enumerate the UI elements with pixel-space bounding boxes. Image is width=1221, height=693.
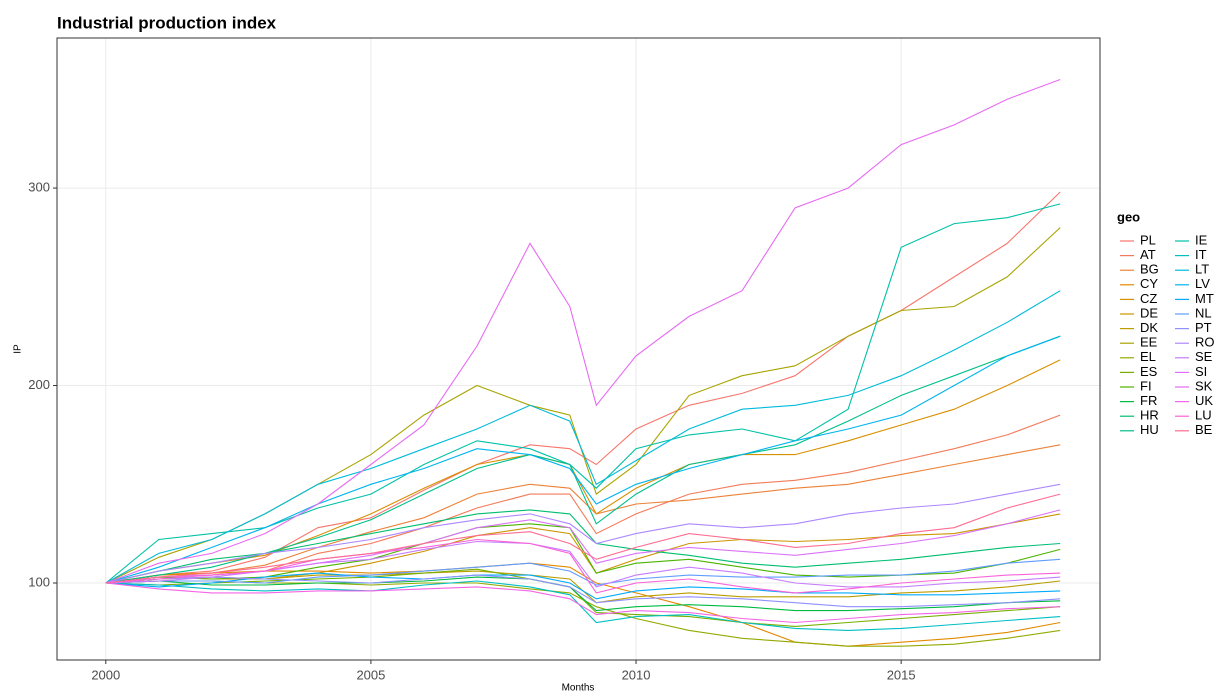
legend-label: PT <box>1195 320 1212 335</box>
x-tick-label: 2010 <box>622 667 651 682</box>
series-line <box>105 335 1061 584</box>
series-line <box>105 576 1061 612</box>
legend-label: LV <box>1195 276 1210 291</box>
legend-label: FI <box>1140 378 1152 393</box>
y-tick-label: 200 <box>28 377 50 392</box>
series-line <box>105 509 1061 584</box>
legend-label: UK <box>1195 393 1213 408</box>
legend-label: AT <box>1140 247 1156 262</box>
legend-label: FR <box>1140 393 1157 408</box>
plot-border <box>56 37 1101 661</box>
series-line <box>105 191 1061 584</box>
x-tick-label: 2000 <box>91 667 120 682</box>
series-line <box>105 580 1061 631</box>
y-tick-label: 100 <box>28 574 50 589</box>
legend-label: LU <box>1195 408 1212 423</box>
legend-label: RO <box>1195 335 1215 350</box>
legend-label: PL <box>1140 232 1156 247</box>
legend-label: SI <box>1195 364 1207 379</box>
legend-label: DK <box>1140 320 1158 335</box>
legend-label: BE <box>1195 422 1213 437</box>
series-line <box>105 558 1061 586</box>
series-line <box>105 290 1061 584</box>
x-tick-label: 2005 <box>356 667 385 682</box>
legend-label: BG <box>1140 262 1159 277</box>
legend-title: geo <box>1117 209 1140 224</box>
legend-label: LT <box>1195 262 1209 277</box>
legend-label: SK <box>1195 378 1213 393</box>
series-line <box>105 444 1061 584</box>
series-line <box>105 572 1061 600</box>
series-line <box>105 509 1061 584</box>
series-line <box>105 483 1061 584</box>
series-line <box>105 540 1061 588</box>
series-line <box>105 570 1061 604</box>
series-line <box>105 582 1061 624</box>
series-line <box>105 538 1061 594</box>
y-axis-label: IP <box>13 344 24 354</box>
chart-title: Industrial production index <box>57 13 277 32</box>
legend-label: NL <box>1195 305 1212 320</box>
y-tick-label: 300 <box>28 180 50 195</box>
legend-label: EE <box>1140 335 1158 350</box>
series-line <box>105 562 1061 647</box>
legend-label: HU <box>1140 422 1159 437</box>
legend-label: IE <box>1195 232 1208 247</box>
legend-label: HR <box>1140 408 1159 423</box>
x-tick-label: 2015 <box>887 667 916 682</box>
legend-label: ES <box>1140 364 1158 379</box>
series-line <box>105 335 1061 584</box>
legend-label: EL <box>1140 349 1156 364</box>
legend-label: CY <box>1140 276 1158 291</box>
series-line <box>105 78 1061 584</box>
legend-label: IT <box>1195 247 1207 262</box>
series-line <box>105 568 1061 627</box>
legend-label: DE <box>1140 305 1158 320</box>
series-line <box>105 574 1061 608</box>
x-axis-label: Months <box>562 683 595 693</box>
series-line <box>105 493 1061 584</box>
series-line <box>105 414 1061 584</box>
legend-label: MT <box>1195 291 1214 306</box>
legend-label: SE <box>1195 349 1213 364</box>
legend-label: CZ <box>1140 291 1157 306</box>
series-line <box>105 203 1061 584</box>
